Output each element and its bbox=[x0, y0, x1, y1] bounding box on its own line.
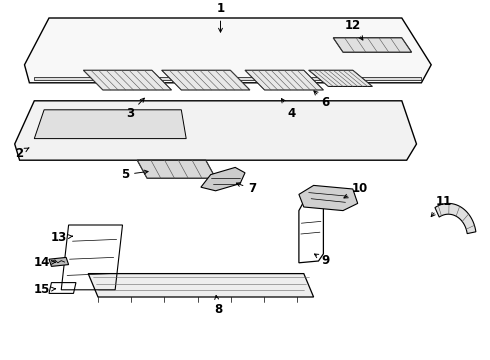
Text: 9: 9 bbox=[315, 254, 330, 267]
Text: 7: 7 bbox=[236, 183, 256, 195]
Text: 2: 2 bbox=[16, 147, 29, 159]
Polygon shape bbox=[88, 274, 314, 297]
Polygon shape bbox=[137, 160, 216, 178]
Polygon shape bbox=[333, 38, 412, 52]
Polygon shape bbox=[309, 70, 372, 86]
Polygon shape bbox=[49, 257, 69, 266]
Polygon shape bbox=[435, 203, 476, 234]
Text: 11: 11 bbox=[431, 195, 452, 217]
Polygon shape bbox=[162, 70, 250, 90]
Polygon shape bbox=[15, 101, 416, 160]
Text: 5: 5 bbox=[121, 168, 148, 181]
Text: 3: 3 bbox=[126, 98, 145, 120]
Polygon shape bbox=[83, 70, 172, 90]
Text: 4: 4 bbox=[281, 99, 295, 120]
Polygon shape bbox=[201, 167, 245, 191]
Text: 1: 1 bbox=[217, 3, 224, 32]
Text: 12: 12 bbox=[344, 19, 363, 40]
Polygon shape bbox=[299, 185, 358, 211]
Text: 6: 6 bbox=[314, 91, 330, 109]
Polygon shape bbox=[34, 77, 421, 80]
Polygon shape bbox=[245, 70, 323, 90]
Text: 15: 15 bbox=[33, 283, 55, 296]
Text: 13: 13 bbox=[50, 231, 73, 244]
Text: 14: 14 bbox=[33, 256, 55, 269]
Text: 8: 8 bbox=[214, 296, 222, 316]
Polygon shape bbox=[34, 110, 186, 139]
Text: 10: 10 bbox=[344, 183, 368, 198]
Polygon shape bbox=[24, 18, 431, 83]
